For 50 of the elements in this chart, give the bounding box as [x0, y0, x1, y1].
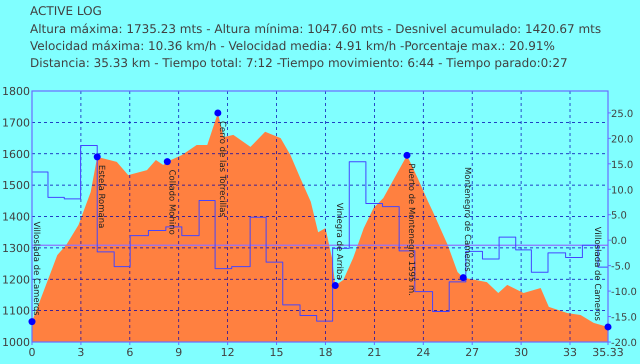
y-tick-label: 1400 — [2, 210, 30, 224]
annotation: Viniegra de Arriba — [334, 202, 344, 280]
x-tick-label: 9 — [175, 346, 182, 359]
point — [332, 282, 339, 290]
y2-tick-label: 25.0 — [611, 108, 634, 120]
point — [604, 323, 612, 330]
y2-tick-label: 10.0 — [611, 185, 634, 196]
y-tick-label: 1300 — [2, 242, 30, 255]
x-tick-label: 15 — [270, 346, 284, 359]
y-tick-label: 1800 — [2, 85, 30, 98]
chart-subtitle: Altura máxima: 1735.23 mts - Altura mínima: 1047.60 mts - Desnivel acumulado: 1420.67 mts Velocidad máxima: 10.36 km/h - Velocidad media: 4.91 km/h -Porcentaje max.: 20.91% Distancia: 35.33 km - Tiempo total: 7:12 -Tiempo movimiento: 6:44 - Tiempo parado:0:27 — [30, 22, 602, 70]
point — [403, 152, 410, 159]
point — [164, 158, 171, 166]
y-tick-label: 1700 — [2, 116, 30, 130]
x-tick-label: 3 — [77, 346, 84, 359]
x-tick-label: 35.33 — [592, 346, 624, 359]
annotation: Collado Mohino — [166, 170, 176, 235]
x-tick-label: 0 — [28, 346, 36, 359]
annotation: Cerro de las Torrecillas — [216, 120, 227, 218]
y2-tick-label: 5.0 — [611, 210, 627, 222]
y2-tick-label: 20.0 — [611, 134, 634, 146]
x-tick-label: 27 — [465, 346, 480, 359]
x-tick-label: 30 — [514, 346, 528, 359]
annotation: Villoslada de Cameros — [592, 226, 602, 322]
y-tick-label: 1000 — [2, 336, 30, 349]
x-tick-label: 21 — [367, 346, 382, 359]
annotation: Puerto de Montenegro 1595 m. — [406, 163, 416, 296]
point — [94, 153, 101, 160]
y-tick-label: 1500 — [2, 179, 30, 192]
x-tick-label: 24 — [416, 346, 430, 359]
y2-tick-label: -10.0 — [611, 287, 637, 298]
x-tick-label: 6 — [126, 346, 134, 359]
annotation: Montenegro de Cameros — [462, 167, 472, 272]
point — [28, 318, 36, 326]
y-tick-label: 1600 — [2, 148, 30, 161]
point — [460, 274, 467, 282]
annotation: Estela Romana — [96, 164, 106, 228]
chart-title: ACTIVE LOG — [30, 4, 102, 18]
annotation: Villoslada de Cameros — [31, 221, 41, 316]
y2-tick-label: 15.0 — [611, 160, 634, 171]
x-tick-label: 12 — [220, 346, 235, 359]
x-tick-label: 18 — [318, 346, 332, 359]
y-tick-label: 1100 — [2, 304, 30, 318]
y-tick-label: 1200 — [2, 273, 30, 286]
y2-tick-label: -5.0 — [611, 262, 631, 273]
x-tick-label: 33 — [563, 346, 578, 359]
y2-tick-label: -15.0 — [611, 312, 637, 324]
point — [214, 109, 222, 116]
y2-tick-label: 0.0 — [611, 236, 627, 248]
y2-tick-label: -20.0 — [611, 338, 637, 349]
